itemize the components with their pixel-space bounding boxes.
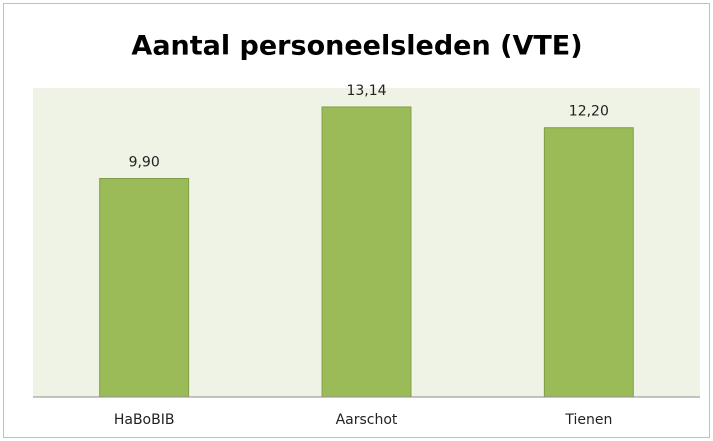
bar [543,127,634,398]
chart-title: Aantal personeelsleden (VTE) [131,31,582,62]
bar [321,106,412,398]
data-label: 9,90 [129,154,160,170]
data-label: 13,14 [346,83,386,99]
bar [99,177,190,398]
x-tick-label: Aarschot [336,412,398,428]
x-tick-label: HaBoBIB [114,412,175,428]
data-label: 12,20 [569,104,609,120]
x-tick-label: Tienen [564,412,612,428]
